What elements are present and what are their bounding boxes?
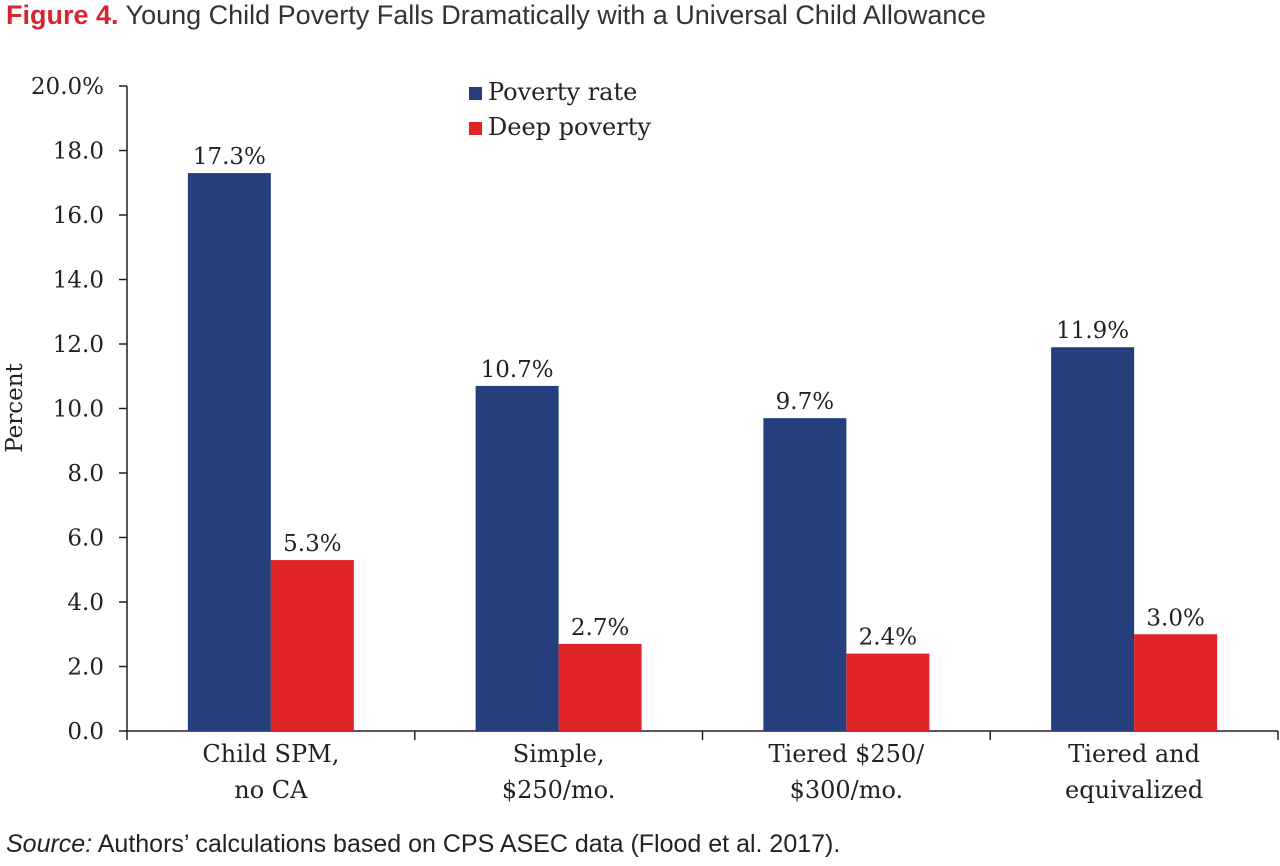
y-tick-label: 0.0: [67, 719, 104, 745]
bar-poverty-rate: [187, 173, 271, 731]
y-tick-label: 14.0: [53, 268, 104, 294]
bar-poverty-rate: [1051, 347, 1135, 731]
figure-title-text: Young Child Poverty Falls Dramatically w…: [125, 0, 986, 30]
bar-deep-poverty: [846, 653, 930, 731]
bar-deep-poverty: [558, 643, 642, 731]
y-tick-label: 6.0: [67, 526, 104, 552]
legend-entry: Deep poverty: [488, 113, 651, 141]
bar-deep-poverty: [270, 560, 354, 731]
y-axis-title: Percent: [2, 362, 28, 452]
y-tick-label: 20.0%: [31, 74, 104, 100]
figure-label: Figure 4.: [6, 0, 119, 30]
data-label: 5.3%: [283, 531, 341, 557]
data-label: 17.3%: [193, 144, 266, 170]
source-label: Source:: [6, 830, 93, 858]
x-tick-label: $300/mo.: [790, 776, 904, 804]
y-tick-label: 16.0: [53, 203, 104, 229]
x-tick-label: no CA: [234, 776, 308, 804]
figure-title: Figure 4. Young Child Poverty Falls Dram…: [6, 0, 986, 31]
data-label: 10.7%: [481, 357, 554, 383]
x-tick-label: equivalized: [1065, 776, 1203, 804]
source-text: Authors’ calculations based on CPS ASEC …: [97, 830, 841, 858]
data-label: 9.7%: [776, 389, 834, 415]
source-note: Source: Authors’ calculations based on C…: [6, 830, 840, 859]
data-label: 2.7%: [571, 615, 629, 641]
x-tick-label: $250/mo.: [502, 776, 616, 804]
legend-swatch: [469, 87, 482, 100]
y-tick-label: 12.0: [53, 332, 104, 358]
x-tick-label: Tiered and: [1068, 740, 1200, 768]
y-tick-label: 4.0: [67, 590, 104, 616]
data-label: 2.4%: [859, 625, 917, 651]
bar-poverty-rate: [475, 385, 559, 731]
bar-poverty-rate: [763, 418, 847, 731]
y-tick-label: 2.0: [67, 655, 104, 681]
y-tick-label: 18.0: [53, 139, 104, 165]
legend-entry: Poverty rate: [488, 78, 637, 106]
y-tick-label: 8.0: [67, 461, 104, 487]
data-label: 3.0%: [1146, 605, 1204, 631]
x-tick-label: Simple,: [513, 740, 605, 768]
x-tick-label: Tiered $250/: [769, 740, 926, 768]
bar-deep-poverty: [1134, 634, 1218, 731]
y-tick-label: 10.0: [53, 397, 104, 423]
x-tick-label: Child SPM,: [202, 740, 339, 768]
data-label: 11.9%: [1056, 318, 1129, 344]
legend-swatch: [469, 122, 482, 135]
